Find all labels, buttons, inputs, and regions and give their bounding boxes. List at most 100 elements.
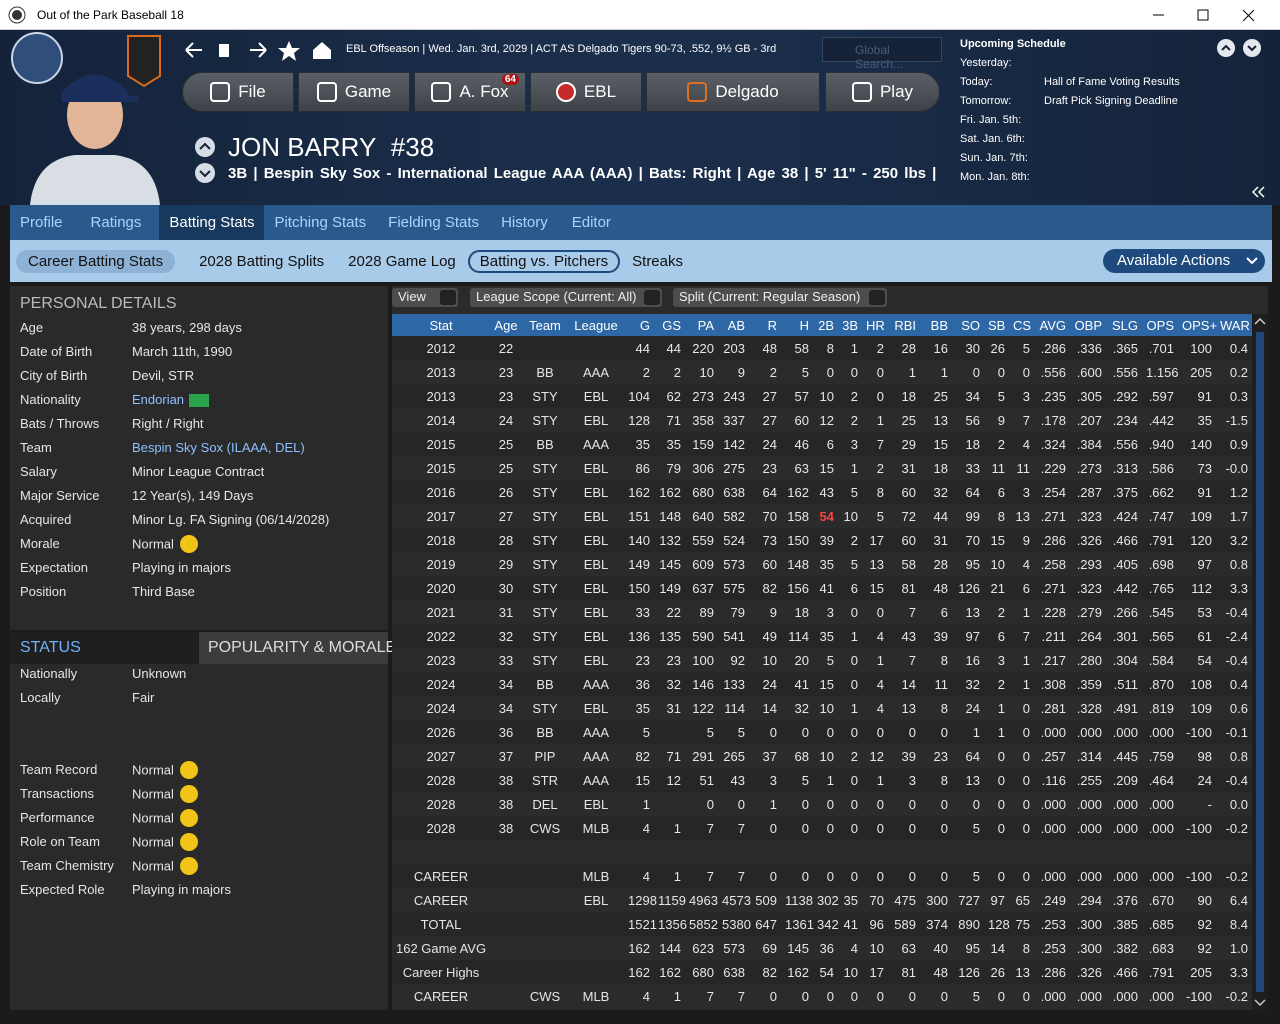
personal-details-panel: PERSONAL DETAILS Age 38 years, 298 days Da… <box>10 286 388 630</box>
column-header[interactable]: CS <box>1009 314 1034 336</box>
actions-arrow[interactable] <box>1245 254 1259 268</box>
subtab[interactable]: 2028 Batting Splits <box>199 252 325 270</box>
stats-cell: 21 <box>990 580 1005 596</box>
subtab[interactable]: Career Batting Stats <box>16 249 176 273</box>
detail-text[interactable]: Bespin Sky Sox (ILAAA, DEL) <box>132 440 305 455</box>
column-header[interactable]: R <box>749 314 781 336</box>
stats-cell: 7 <box>737 988 745 1004</box>
detail-text[interactable]: Endorian <box>132 392 185 407</box>
column-header[interactable]: WAR <box>1216 314 1252 336</box>
nav-button[interactable]: A. Fox 64 <box>414 72 526 112</box>
tab[interactable]: Batting Stats <box>159 205 265 240</box>
schedule-day: Sun. Jan. 7th: <box>960 152 1028 164</box>
stats-cell: EBL <box>583 700 609 716</box>
column-header[interactable]: PA <box>685 314 718 336</box>
stats-cell: 12 <box>666 772 681 788</box>
nav-label: Game <box>344 82 392 101</box>
stats-cell: .000 <box>1040 988 1066 1004</box>
stats-cell: 6 <box>997 628 1005 644</box>
header: EBL Offseason | Wed. Jan. 3rd, 2029 | AC… <box>0 30 1280 205</box>
subtab[interactable]: Batting vs. Pitchers <box>467 249 621 273</box>
subtab[interactable]: Streaks <box>632 252 683 270</box>
stats-cell: 727 <box>958 892 980 908</box>
stats-cell: 81 <box>901 964 916 980</box>
window-controls[interactable] <box>1140 0 1280 30</box>
filter-dropdown[interactable]: View <box>392 288 458 307</box>
stats-cell <box>490 960 522 984</box>
nav-button[interactable]: Game <box>298 72 410 112</box>
column-header[interactable]: OBP <box>1070 314 1106 336</box>
stats-cell: 72 <box>901 508 916 524</box>
nav-button[interactable]: Delgado <box>646 72 820 112</box>
tab[interactable]: Pitching Stats <box>274 214 367 231</box>
tab[interactable]: Editor <box>571 214 611 231</box>
detail-value: Playing in majors <box>132 560 231 575</box>
nav-button[interactable]: EBL <box>530 72 642 112</box>
stats-cell: 97 <box>1197 556 1212 572</box>
stats-cell: AAA <box>582 676 609 692</box>
stats-cell: 10 <box>843 508 858 524</box>
stats-cell <box>490 912 522 936</box>
stats-cell: 15 <box>869 580 884 596</box>
popularity-tab[interactable]: POPULARITY & MORALE <box>199 632 396 664</box>
status-tab[interactable]: STATUS <box>10 632 199 664</box>
column-header[interactable]: OPS <box>1142 314 1178 336</box>
stats-cell: 1138 <box>785 892 813 908</box>
stats-cell: .000 <box>1148 868 1174 884</box>
stats-cell: 0 <box>972 364 980 380</box>
column-header[interactable]: 3B <box>838 314 862 336</box>
stats-cell: .376 <box>1112 892 1138 908</box>
stats-cell <box>568 960 624 984</box>
column-header[interactable]: Stat <box>392 314 490 336</box>
stats-cell: 15 <box>635 772 650 788</box>
stats-cell: 0 <box>940 868 948 884</box>
column-header[interactable]: Team <box>522 314 568 336</box>
column-header[interactable]: SO <box>952 314 984 336</box>
nav-button[interactable]: Play <box>825 72 940 112</box>
stats-cell <box>654 792 685 816</box>
tab[interactable]: Fielding Stats <box>388 214 480 231</box>
column-header[interactable]: League <box>568 314 624 336</box>
stats-cell: .870 <box>1148 676 1174 692</box>
tab[interactable]: History <box>501 214 548 231</box>
column-header[interactable]: SB <box>984 314 1009 336</box>
stats-cell: 4 <box>1022 436 1030 452</box>
column-header[interactable]: SLG <box>1106 314 1142 336</box>
tab[interactable]: Profile <box>20 214 63 231</box>
search-box[interactable]: Global Search... <box>822 37 942 71</box>
stats-cell: 6 <box>997 484 1005 500</box>
column-header[interactable]: BB <box>920 314 952 336</box>
column-header[interactable]: 2B <box>813 314 838 336</box>
stats-cell: AAA <box>582 436 609 452</box>
stats-cell: .207 <box>1076 412 1102 428</box>
available-actions[interactable]: Available Actions <box>1103 249 1265 273</box>
column-header[interactable]: GS <box>654 314 685 336</box>
stats-cell: 41 <box>819 580 834 596</box>
stats-cell: 70 <box>869 892 884 908</box>
stats-cell: 0.6 <box>1229 700 1248 716</box>
column-header[interactable]: G <box>624 314 654 336</box>
scrollbar[interactable] <box>1252 314 1268 1010</box>
column-header[interactable]: Age <box>490 314 522 336</box>
column-header[interactable]: OPS+ <box>1178 314 1217 336</box>
stats-cell: 12 <box>869 748 884 764</box>
column-header[interactable]: AB <box>718 314 749 336</box>
column-header[interactable]: AVG <box>1034 314 1070 336</box>
column-header[interactable]: HR <box>862 314 888 336</box>
schedule-controls[interactable] <box>1214 36 1274 201</box>
stats-cell: 71 <box>666 412 681 428</box>
stats-cell: 2028 <box>426 796 456 812</box>
subtab[interactable]: 2028 Game Log <box>348 252 456 270</box>
stats-cell: DEL <box>532 796 558 812</box>
stats-cell: 75 <box>1015 916 1030 932</box>
filter-dropdown[interactable]: Split (Current: Regular Season) <box>673 288 887 307</box>
nav-icons[interactable] <box>182 38 342 64</box>
player-arrows[interactable] <box>193 133 219 185</box>
column-header[interactable]: H <box>781 314 813 336</box>
filter-dropdown[interactable]: League Scope (Current: All) <box>470 288 662 307</box>
stats-cell: 148 <box>787 556 809 572</box>
column-header[interactable]: RBI <box>888 314 920 336</box>
stats-cell: 81 <box>901 580 916 596</box>
nav-button[interactable]: File <box>182 72 294 112</box>
tab[interactable]: Ratings <box>90 214 142 231</box>
